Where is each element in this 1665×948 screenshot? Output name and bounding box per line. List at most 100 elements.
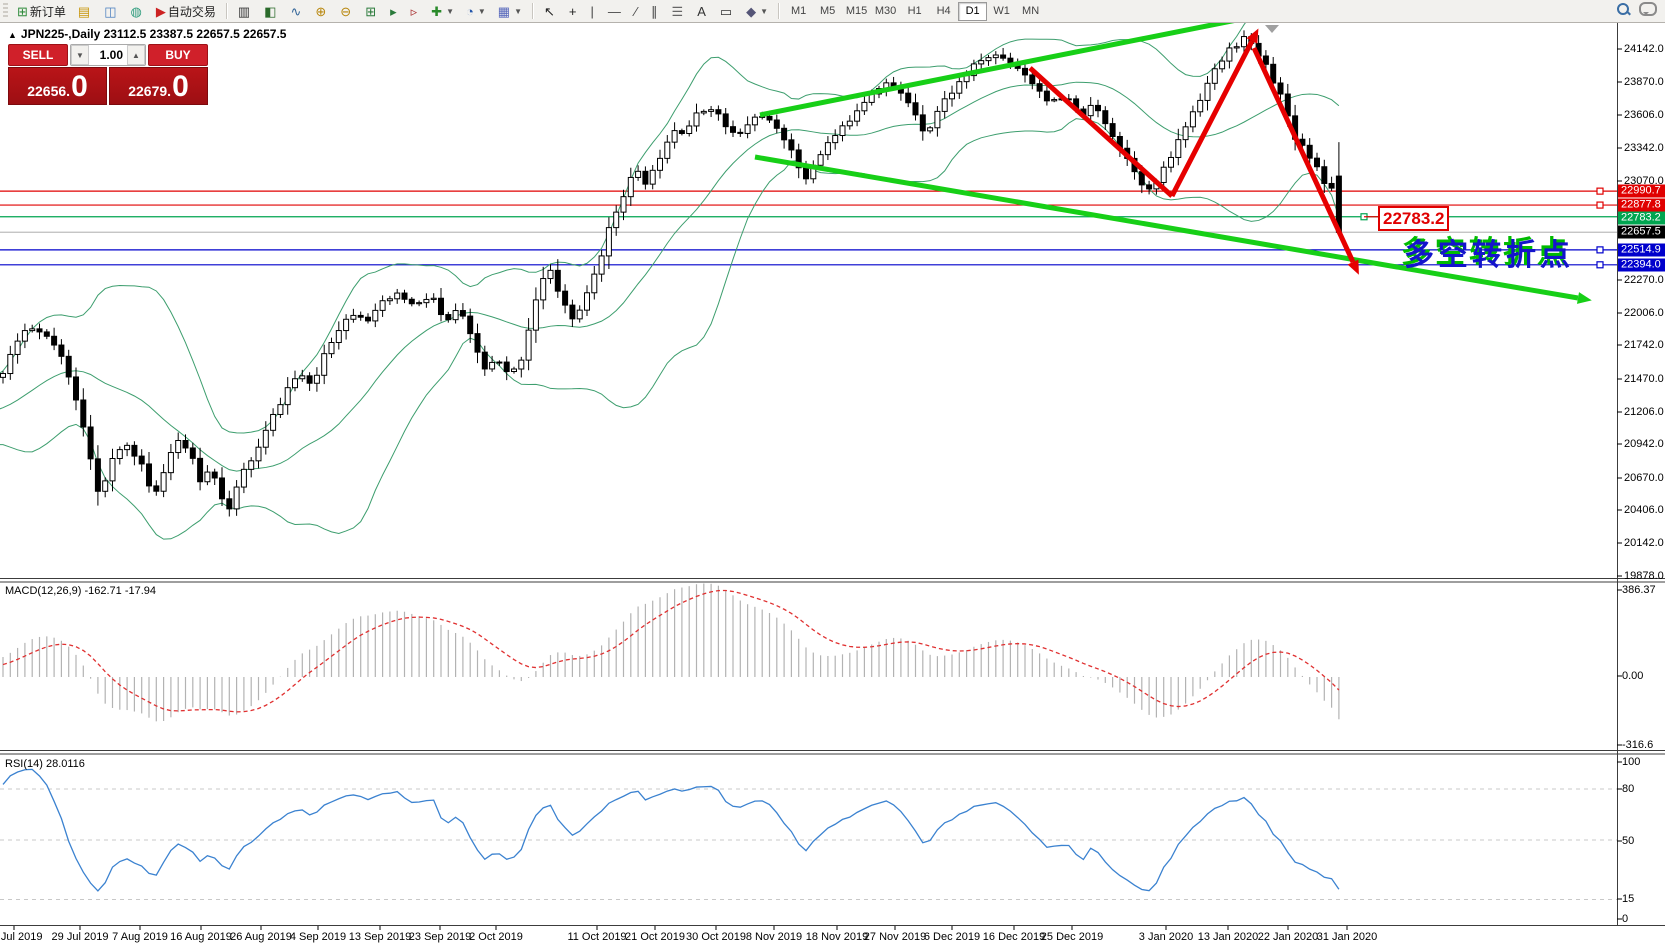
market-watch-button[interactable]: ◫ [99,1,123,21]
toolbar-separator [778,3,781,19]
chart-shift-button[interactable]: ▹ [406,1,425,21]
candlestick-chart-button[interactable]: ◧ [259,1,283,21]
autotrading-button[interactable]: ▶ 自动交易 [151,1,221,21]
date-tick-label: 8 Nov 2019 [745,931,803,943]
price-line-label: 22877.8 [1618,198,1665,212]
timeframe-h4-button[interactable]: H4 [936,4,951,17]
buy-button[interactable]: BUY [148,44,208,66]
zoom-out-icon: ⊖ [340,3,352,19]
arrows-dropdown[interactable]: ◆ ▼ [741,1,773,21]
bollinger-middle-band [0,81,1340,472]
price-tick-label: 23070.0 [1624,175,1664,187]
channel-button[interactable]: ∥ [646,1,665,21]
text-icon: A [697,3,706,19]
new-chart-dropdown[interactable]: ✚ ▼ [426,1,459,21]
sell-button[interactable]: SELL [8,44,68,66]
rsi-line [2,768,1340,892]
new-order-button[interactable]: ⊞ 新订单 [12,1,71,21]
buy-price-panel[interactable]: 22679. 0 [109,67,208,105]
price-tick-label: 22006.0 [1624,307,1664,319]
navigator-button[interactable]: ◍ [126,1,149,21]
horizontal-line-icon: — [607,3,621,19]
price-line-label: 22783.2 [1618,211,1665,225]
search-icon[interactable] [1617,3,1629,15]
price-tick-label: 23606.0 [1624,109,1664,121]
chevron-down-icon: ▼ [477,6,486,16]
date-tick-label: 16 Aug 2019 [170,931,232,943]
text-button[interactable]: A [692,1,713,21]
timeframe-m5-button[interactable]: M5 [819,4,836,17]
price-tick-label: 23870.0 [1624,76,1664,88]
timeframe-m15-button[interactable]: M15 [845,4,868,17]
sell-price: 22656. [27,83,71,99]
price-tick-label: 20406.0 [1624,504,1664,516]
vertical-line-button[interactable]: | [585,1,600,21]
price-tick-label: 21742.0 [1624,339,1664,351]
chart-shift-marker[interactable] [1265,25,1279,33]
falling-green-trendline[interactable] [754,154,1579,301]
periods-dropdown[interactable]: ◔ ▼ [461,1,491,21]
chart-title: ▲ JPN225-,Daily 23112.5 23387.5 22657.5 2… [8,27,286,41]
macd-axis-label: 386.37 [1622,584,1656,596]
timeframe-mn-button[interactable]: MN [1022,4,1040,17]
line-anchor-marker[interactable] [1596,201,1604,209]
bar-chart-button[interactable]: ▥ [233,1,257,21]
cursor-button[interactable]: ↖ [539,1,562,21]
text-label-button[interactable]: ▭ [715,1,739,21]
quote-panel-collapse-icon[interactable]: ▲ [8,30,17,40]
volume-input[interactable]: 1.00 [99,48,123,62]
horizontal-line-button[interactable]: — [603,1,628,21]
main-toolbar: ⊞ 新订单 ▤ ◫ ◍ ▶ 自动交易 ▥ ◧ ∿ ⊕ ⊖ ⊞ ▸ ▹ ✚ ▼ ◔ ▼ ▦ ▼ ↖ + | — ∕ ∥ ☰ A ▭ ◆ ▼ M1 M… [0,0,1665,23]
bar-chart-icon: ▥ [237,3,251,19]
main-plot[interactable] [0,0,1617,540]
sell-price-panel[interactable]: 22656. 0 [8,67,107,105]
market-watch-icon: ◫ [104,3,117,19]
trendline-button[interactable]: ∕ [630,1,644,21]
line-anchor-marker[interactable] [1596,261,1604,269]
turning-point-annotation[interactable]: 多空转折点 [1404,239,1574,272]
macd-label: MACD(12,26,9) -162.71 -17.94 [5,585,157,597]
candles [0,30,1342,517]
fibonacci-button[interactable]: ☰ [667,1,691,21]
tile-windows-button[interactable]: ⊞ [360,1,383,21]
bollinger-lower-band [0,118,1340,540]
zoom-in-button[interactable]: ⊕ [310,1,333,21]
rsi-panel[interactable] [0,768,1617,900]
red-zigzag-segment-2[interactable] [1169,39,1255,198]
auto-scroll-icon: ▸ [390,3,397,19]
timeframe-h1-button[interactable]: H1 [907,4,922,17]
rsi-axis-label: 80 [1622,783,1635,795]
cursor-icon: ↖ [543,3,555,19]
price-callout-22783[interactable]: 22783.2 [1378,206,1450,231]
vertical-line-icon: | [590,3,594,19]
crosshair-button[interactable]: + [564,1,584,21]
timeframe-m30-button[interactable]: M30 [874,4,897,17]
timeframe-m1-button[interactable]: M1 [790,4,807,17]
templates-dropdown[interactable]: ▦ ▼ [493,1,527,21]
date-tick-label: 31 Jan 2020 [1316,931,1378,943]
date-tick-label: 3 Jan 2020 [1138,931,1194,943]
line-anchor-marker[interactable] [1596,246,1604,254]
red-zigzag-segment-3[interactable] [1251,46,1356,264]
profiles-button[interactable]: ▤ [73,1,97,21]
volume-up-button[interactable]: ▲ [127,45,145,65]
toolbar-separator [225,3,228,19]
red-zigzag-segment-1[interactable] [1028,66,1174,198]
volume-stepper: ▼ 1.00 ▲ [70,44,146,66]
timeframe-d1-button[interactable]: D1 [958,1,988,21]
timeframe-w1-button[interactable]: W1 [993,4,1010,17]
price-line-label: 22394.0 [1618,258,1665,272]
volume-down-button[interactable]: ▼ [71,45,89,65]
auto-scroll-button[interactable]: ▸ [385,1,404,21]
zoom-out-button[interactable]: ⊖ [335,1,358,21]
templates-icon: ▦ [497,3,511,19]
chat-icon[interactable] [1639,2,1657,16]
macd-panel[interactable] [2,583,1340,722]
line-anchor-marker[interactable] [1596,187,1604,195]
date-tick-label: 23 Sep 2019 [408,931,472,943]
line-chart-button[interactable]: ∿ [285,1,308,21]
date-tick-label: 13 Jan 2020 [1197,931,1259,943]
arrows-icon: ◆ [746,3,757,19]
rsi-label: RSI(14) 28.0116 [5,758,85,770]
